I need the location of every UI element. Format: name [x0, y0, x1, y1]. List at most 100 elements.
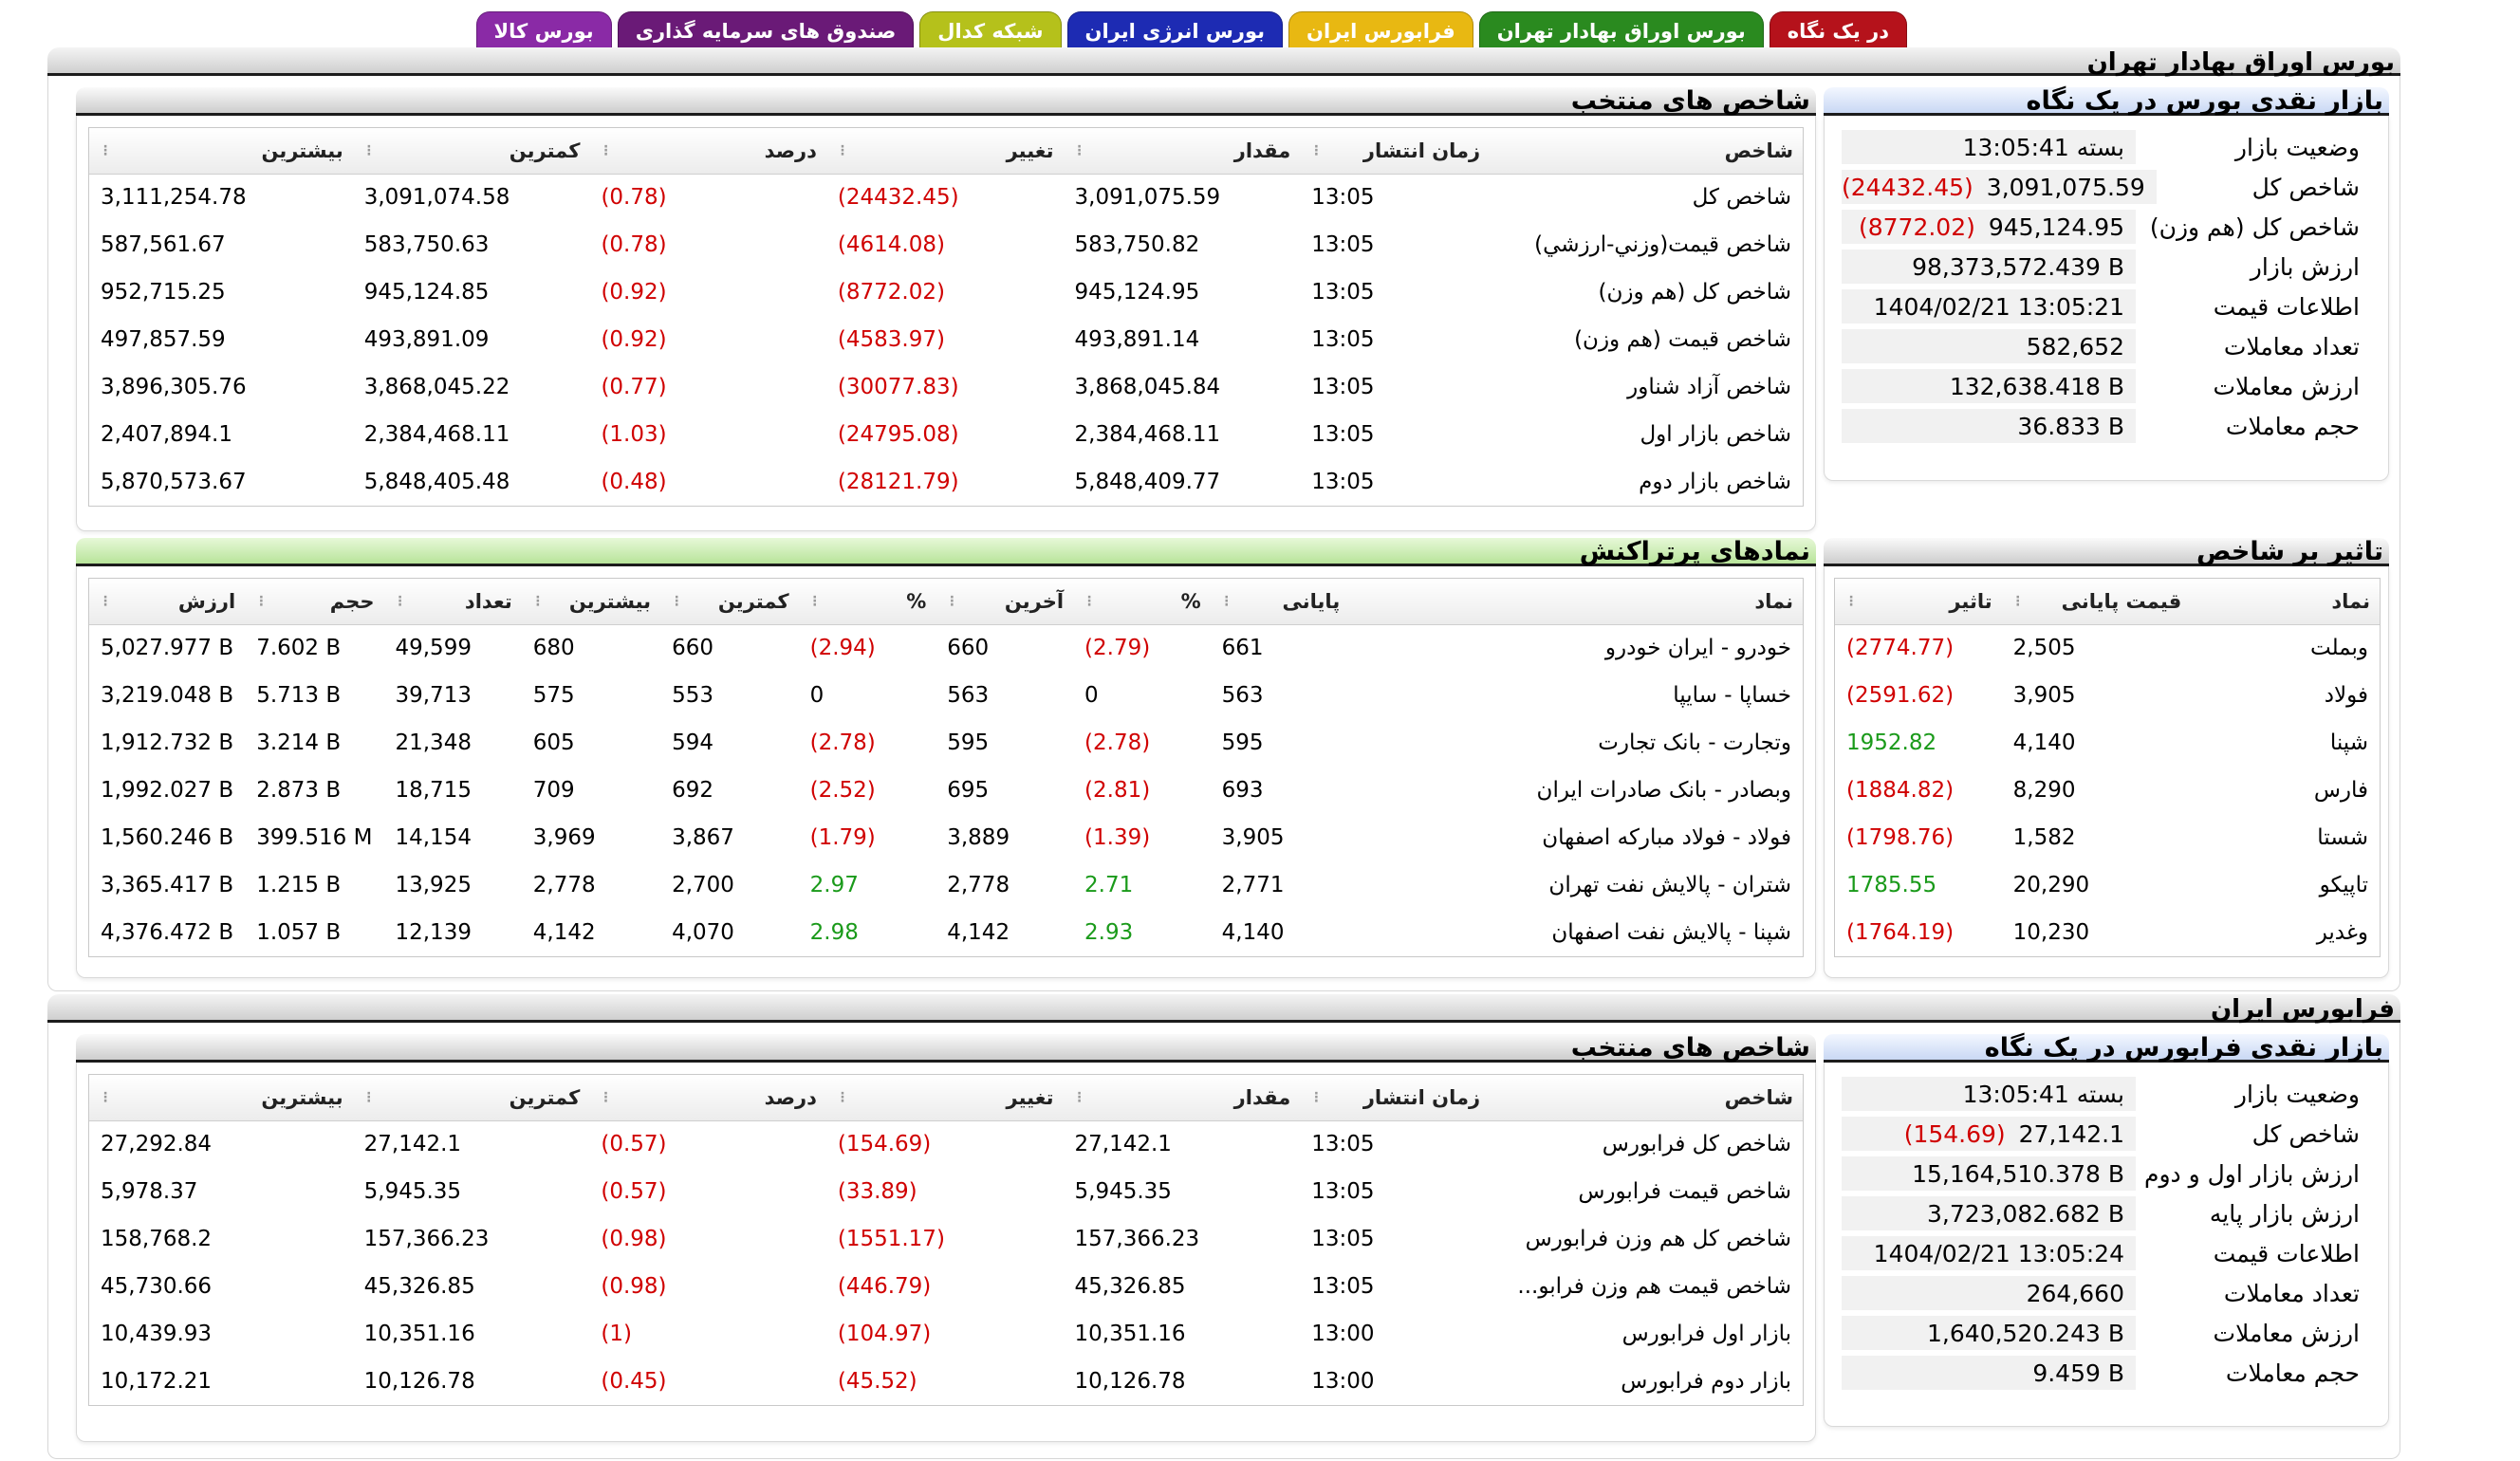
- summary-value: بسته 13:05:41: [1962, 133, 2124, 161]
- column-header[interactable]: قیمت پایانی ⋮: [2001, 579, 2192, 625]
- tab-2[interactable]: فرابورس ایران: [1288, 11, 1473, 49]
- sort-handle-icon[interactable]: ⋮: [835, 1089, 849, 1105]
- sort-handle-icon[interactable]: ⋮: [1083, 593, 1097, 609]
- table-row[interactable]: وبملت 2,505 (2774.77): [1835, 624, 2380, 672]
- table-row[interactable]: شاخص کل (هم وزن) 13:05 945,124.95 (8772.02)…: [89, 268, 1803, 316]
- sort-handle-icon[interactable]: ⋮: [1072, 1089, 1086, 1105]
- sort-handle-icon[interactable]: ⋮: [1844, 593, 1858, 609]
- table-row[interactable]: شپنا 4,140 1952.82: [1835, 719, 2380, 767]
- sort-handle-icon[interactable]: ⋮: [99, 593, 112, 609]
- sort-handle-icon[interactable]: ⋮: [99, 1089, 112, 1105]
- row-value-cell: 21,348: [395, 730, 472, 755]
- sort-handle-icon[interactable]: ⋮: [361, 1089, 376, 1105]
- sort-handle-icon[interactable]: ⋮: [2010, 593, 2025, 609]
- column-header[interactable]: مقدار ⋮: [1063, 128, 1301, 175]
- sort-handle-icon[interactable]: ⋮: [945, 593, 959, 609]
- sort-handle-icon[interactable]: ⋮: [599, 1089, 613, 1105]
- table-row[interactable]: شاخص قيمت(وزني-ارزشي) 13:05 583,750.82 (461…: [89, 221, 1803, 268]
- column-header[interactable]: زمان انتشار ⋮: [1300, 1075, 1491, 1121]
- table-row[interactable]: بازار دوم فرابورس 13:00 10,126.78 (45.52) (0…: [89, 1358, 1803, 1405]
- column-header[interactable]: بیشترین ⋮: [521, 579, 661, 625]
- table-row[interactable]: تاپیکو 20,290 1785.55: [1835, 861, 2380, 909]
- sort-handle-icon[interactable]: ⋮: [835, 142, 849, 158]
- sort-handle-icon[interactable]: ⋮: [1219, 593, 1233, 609]
- sort-handle-icon[interactable]: ⋮: [361, 142, 376, 158]
- row-value-cell: 952,715.25: [101, 280, 226, 305]
- column-header[interactable]: شاخص: [1490, 1075, 1803, 1121]
- row-value-cell: 587,561.67: [101, 232, 226, 257]
- table-row[interactable]: شاخص قیمت فرابورس 13:05 5,945.35 (33.89) (0.…: [89, 1168, 1803, 1215]
- column-header[interactable]: نماد: [2191, 579, 2380, 625]
- row-value-cell: (2774.77): [1846, 636, 1955, 661]
- table-row[interactable]: شاخص بازار اول 13:05 2,384,468.11 (24795.08…: [89, 411, 1803, 458]
- table-row[interactable]: فولاد 3,905 (2591.62): [1835, 672, 2380, 719]
- sort-handle-icon[interactable]: ⋮: [599, 142, 613, 158]
- sort-handle-icon[interactable]: ⋮: [807, 593, 822, 609]
- tab-1[interactable]: بورس اوراق بهادار تهران: [1478, 11, 1764, 49]
- table-row[interactable]: شاخص کل هم وزن فرابورس 13:05 157,366.23 (15…: [89, 1215, 1803, 1263]
- tab-4[interactable]: شبکه کدال: [919, 11, 1062, 49]
- table-row[interactable]: شاخص کل فرابورس 13:05 27,142.1 (154.69) (0.5…: [89, 1120, 1803, 1168]
- column-header[interactable]: کمترین ⋮: [352, 128, 590, 175]
- column-header[interactable]: کمترین ⋮: [660, 579, 799, 625]
- table-row[interactable]: شاخص قیمت (هم وزن) 13:05 493,891.14 (4583.9…: [89, 316, 1803, 363]
- row-value-cell: 4,142: [532, 920, 596, 945]
- tab-0[interactable]: در یک نگاه: [1769, 11, 1907, 49]
- table-row[interactable]: شتران - پالایش نفت تهران 2,771 2.71 2,778 2.…: [89, 861, 1803, 909]
- sort-handle-icon[interactable]: ⋮: [530, 593, 545, 609]
- column-header[interactable]: پایانی ⋮: [1210, 579, 1350, 625]
- column-header[interactable]: بیشترین ⋮: [89, 1075, 353, 1121]
- sort-handle-icon[interactable]: ⋮: [1309, 1089, 1324, 1105]
- table-row[interactable]: شپنا - پالایش نفت اصفهان 4,140 2.93 4,142 2.…: [89, 909, 1803, 956]
- column-header[interactable]: نماد: [1349, 579, 1803, 625]
- column-header[interactable]: کمترین ⋮: [352, 1075, 590, 1121]
- sort-handle-icon[interactable]: ⋮: [1072, 142, 1086, 158]
- table-row[interactable]: خساپا - سایپا 563 0 563 0 553 575 39,713 5.713 B…: [89, 672, 1803, 719]
- sort-handle-icon[interactable]: ⋮: [254, 593, 269, 609]
- table-row[interactable]: فارس 8,290 (1884.82): [1835, 767, 2380, 814]
- column-header[interactable]: ارزش ⋮: [89, 579, 246, 625]
- table-row[interactable]: فولاد - فولاد مبارکه اصفهان 3,905 (1.39) 3,…: [89, 814, 1803, 861]
- column-header[interactable]: بیشترین ⋮: [89, 128, 353, 175]
- sort-handle-icon[interactable]: ⋮: [1309, 142, 1324, 158]
- row-value-cell: (33.89): [837, 1179, 917, 1204]
- row-name-cell: تاپیکو: [2319, 873, 2368, 897]
- summary-label: ارزش معاملات: [2213, 1319, 2360, 1347]
- column-header[interactable]: آخرین ⋮: [936, 579, 1074, 625]
- row-name-cell: شتران - پالایش نفت تهران: [1548, 873, 1791, 897]
- summary-value: 945,124.95: [1988, 213, 2124, 241]
- tab-5[interactable]: صندوق های سرمایه گذاری: [617, 11, 915, 49]
- table-row[interactable]: شاخص کل 13:05 3,091,075.59 (24432.45) (0.78)…: [89, 174, 1803, 221]
- column-header[interactable]: درصد ⋮: [589, 1075, 826, 1121]
- column-header[interactable]: زمان انتشار ⋮: [1300, 128, 1491, 175]
- column-header[interactable]: تغییر ⋮: [825, 128, 1064, 175]
- table-row[interactable]: شاخص بازار دوم 13:05 5,848,409.77 (28121.79…: [89, 458, 1803, 506]
- table-row[interactable]: وتجارت - بانک تجارت 595 (2.78) 595 (2.78) 594…: [89, 719, 1803, 767]
- sort-handle-icon[interactable]: ⋮: [670, 593, 684, 609]
- tab-3[interactable]: بورس انرژی ایران: [1066, 11, 1284, 49]
- table-row[interactable]: شستا 1,582 (1798.76): [1835, 814, 2380, 861]
- column-header[interactable]: % ⋮: [1073, 579, 1211, 625]
- summary-value: 27,142.1: [2018, 1119, 2124, 1148]
- column-header-label: بیشترین: [568, 589, 652, 613]
- column-header[interactable]: تغییر ⋮: [825, 1075, 1064, 1121]
- column-header[interactable]: تاثیر ⋮: [1835, 579, 2002, 625]
- table-row[interactable]: بازار اول فرابورس 13:00 10,351.16 (104.97) (…: [89, 1310, 1803, 1358]
- column-header[interactable]: درصد ⋮: [589, 128, 826, 175]
- column-header[interactable]: % ⋮: [798, 579, 936, 625]
- tab-6[interactable]: بورس کالا: [475, 11, 612, 49]
- table-row[interactable]: وبصادر - بانک صادرات ایران 693 (2.81) 695 (2…: [89, 767, 1803, 814]
- sort-handle-icon[interactable]: ⋮: [99, 142, 112, 158]
- row-value-cell: 14,154: [395, 825, 472, 850]
- column-header[interactable]: مقدار ⋮: [1063, 1075, 1301, 1121]
- column-header[interactable]: تعداد ⋮: [383, 579, 522, 625]
- column-header[interactable]: شاخص: [1490, 128, 1803, 175]
- table-row[interactable]: شاخص آزاد شناور 13:05 3,868,045.84 (30077.8…: [89, 363, 1803, 411]
- tse-active-table: نماد پایانی ⋮% ⋮ آخرین ⋮% ⋮ کمترین ⋮ بیشترین ⋮ تعدا…: [89, 579, 1803, 956]
- table-row[interactable]: وغدیر 10,230 (1764.19): [1835, 909, 2380, 956]
- sort-handle-icon[interactable]: ⋮: [393, 593, 407, 609]
- column-header[interactable]: حجم ⋮: [245, 579, 384, 625]
- table-row[interactable]: شاخص قیمت هم وزن فرابو... 13:05 45,326.85 (…: [89, 1263, 1803, 1310]
- table-row[interactable]: خودرو - ایران خودرو 661 (2.79) 660 (2.94) 660…: [89, 624, 1803, 672]
- summary-label: ارزش بازار پایه: [2209, 1199, 2360, 1228]
